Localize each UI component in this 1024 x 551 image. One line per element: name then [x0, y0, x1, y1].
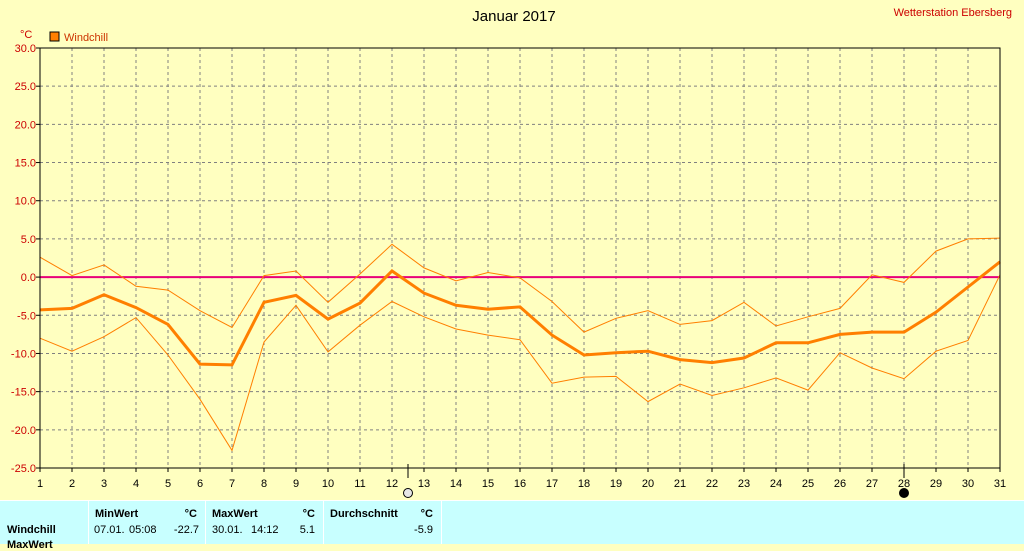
max-unit: °C — [302, 508, 315, 520]
avg-header: Durchschnitt — [330, 508, 398, 520]
x-tick-label: 29 — [930, 478, 942, 490]
avg-value: -5.9 — [414, 524, 433, 536]
x-tick-label: 22 — [706, 478, 718, 490]
y-tick-label: -15.0 — [11, 387, 36, 399]
y-tick-label: -5.0 — [17, 310, 36, 322]
stats-label-cell: Windchill MaxWert — [0, 501, 89, 551]
y-tick-label: -10.0 — [11, 348, 36, 360]
x-tick-label: 24 — [770, 478, 782, 490]
max-time: 14:12 — [251, 524, 279, 536]
min-unit: °C — [184, 508, 197, 520]
x-tick-label: 13 — [418, 478, 430, 490]
x-tick-label: 20 — [642, 478, 654, 490]
x-tick-label: 5 — [165, 478, 171, 490]
legend-label: Windchill — [64, 32, 108, 44]
x-tick-label: 26 — [834, 478, 846, 490]
x-tick-label: 25 — [802, 478, 814, 490]
series-line-min — [39, 274, 1001, 452]
chart-title: Januar 2017 — [472, 8, 555, 25]
min-date: 07.01. — [94, 524, 125, 536]
series-line-max — [39, 237, 1001, 333]
stats-max-cell: MaxWert °C 30.01. 14:12 5.1 — [206, 501, 324, 544]
station-name: Wetterstation Ebersberg — [894, 7, 1012, 19]
min-header: MinWert — [95, 508, 139, 520]
x-tick-label: 15 — [482, 478, 494, 490]
y-tick-label: 5.0 — [21, 234, 36, 246]
x-tick-label: 17 — [546, 478, 558, 490]
avg-unit: °C — [420, 508, 433, 520]
y-axis-ticks: 30.0 25.0 20.0 15.0 10.0 5.0 0.0 -5.0 -10.0 -15.0… — [11, 43, 40, 475]
x-tick-label: 16 — [514, 478, 526, 490]
y-tick-label: 25.0 — [15, 81, 36, 93]
new-moon-icon — [899, 488, 909, 498]
stats-row-label: Windchill — [7, 524, 56, 536]
max-header: MaxWert — [212, 508, 258, 520]
series-lines — [39, 237, 1001, 452]
x-tick-label: 1 — [37, 478, 43, 490]
x-tick-label: 28 — [898, 478, 910, 490]
y-tick-label: 30.0 — [15, 43, 36, 55]
min-time: 05:08 — [129, 524, 157, 536]
x-tick-label: 7 — [229, 478, 235, 490]
max-date: 30.01. — [212, 524, 243, 536]
x-tick-label: 4 — [133, 478, 139, 490]
moon-markers — [403, 464, 909, 498]
x-tick-label: 6 — [197, 478, 203, 490]
y-tick-label: -20.0 — [11, 425, 36, 437]
min-value: -22.7 — [173, 524, 199, 536]
y-unit-label: °C — [20, 29, 32, 41]
full-moon-icon — [403, 488, 413, 498]
y-tick-label: -25.0 — [11, 463, 36, 475]
x-tick-label: 10 — [322, 478, 334, 490]
stats-panel: Windchill MaxWert MinWert °C 07.01. 05:0… — [0, 500, 1024, 551]
stats-avg-cell: Durchschnitt °C -5.9 — [324, 501, 442, 544]
legend: Windchill — [49, 31, 108, 44]
x-tick-label: 12 — [386, 478, 398, 490]
stats-min-cell: MinWert °C 07.01. 05:08 -22.7 — [89, 501, 206, 544]
y-tick-label: 0.0 — [21, 272, 36, 284]
x-tick-label: 9 — [293, 478, 299, 490]
x-tick-label: 23 — [738, 478, 750, 490]
y-tick-label: 10.0 — [15, 196, 36, 208]
x-tick-label: 30 — [962, 478, 974, 490]
x-tick-label: 21 — [674, 478, 686, 490]
x-axis-ticks: 1 2 3 4 5 6 7 8 9 10 11 12 13 14 15 16 17 18 19 20 21 22 23 24 2… — [37, 468, 1006, 490]
x-tick-label: 14 — [450, 478, 462, 490]
x-tick-label: 11 — [354, 478, 365, 490]
windchill-chart: Januar 2017 Wetterstation Ebersberg °C W… — [11, 7, 1012, 498]
y-tick-label: 15.0 — [15, 158, 36, 170]
max-value: 5.1 — [299, 524, 315, 536]
series-line-avg — [39, 260, 1001, 367]
legend-swatch — [49, 31, 60, 42]
x-tick-label: 19 — [610, 478, 622, 490]
x-tick-label: 3 — [101, 478, 107, 490]
y-tick-label: 20.0 — [15, 119, 36, 131]
x-tick-label: 8 — [261, 478, 267, 490]
stats-row-label-2: MaxWert — [7, 539, 53, 551]
x-tick-label: 2 — [69, 478, 75, 490]
grid — [40, 48, 1000, 468]
x-tick-label: 18 — [578, 478, 590, 490]
plot-frame — [39, 47, 1001, 469]
x-tick-label: 31 — [994, 478, 1006, 490]
x-tick-label: 27 — [866, 478, 878, 490]
